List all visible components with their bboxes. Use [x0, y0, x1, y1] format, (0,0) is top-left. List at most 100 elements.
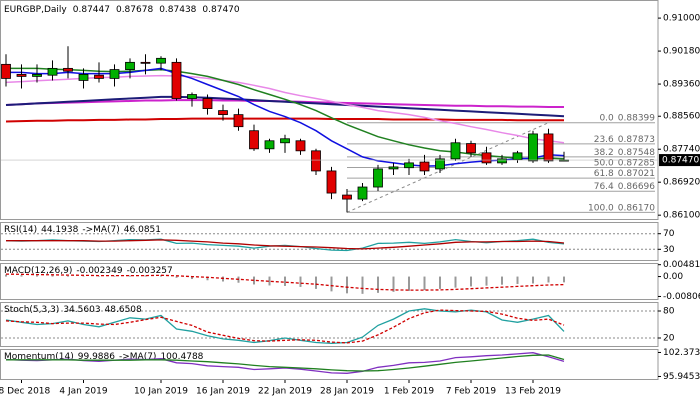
fib-label: 61.8 0.87021	[594, 169, 655, 179]
histogram-bar	[67, 275, 69, 277]
x-tick-label: 4 Jan 2019	[59, 387, 107, 397]
fib-price: 0.86696	[618, 182, 655, 192]
histogram-bar	[36, 275, 38, 277]
candle-body	[512, 152, 523, 161]
fib-price: 0.87873	[618, 134, 655, 144]
last-price-label: 0.87470	[662, 156, 699, 166]
ma-line	[5, 117, 564, 123]
header-value: 0.87447	[73, 5, 110, 15]
fib-price: 0.87285	[618, 158, 655, 168]
legend-name: Momentum(14)	[4, 352, 74, 362]
candle-body	[187, 94, 197, 99]
fib-label: 100.0 0.86170	[588, 203, 655, 213]
fib-label: 76.4 0.86696	[594, 182, 656, 192]
panel-legend: Momentum(14) 99.9886 ->MA(7) 100.4788	[4, 352, 204, 362]
candle-body	[202, 98, 213, 109]
legend-value: -0.002349	[76, 266, 122, 276]
x-tick-label: 1 Feb 2019	[384, 387, 435, 397]
histogram-bar	[392, 276, 395, 292]
candle-body	[94, 74, 104, 79]
histogram-bar	[315, 276, 317, 289]
candle-body	[466, 143, 476, 154]
candle-body	[311, 150, 321, 172]
histogram-bar	[175, 276, 178, 278]
histogram-bar	[408, 276, 410, 291]
candle-body	[78, 74, 89, 81]
fib-ratio: 61.8	[594, 169, 614, 179]
histogram-bar	[144, 275, 147, 277]
histogram-bar	[532, 276, 534, 284]
candle-body	[373, 168, 383, 188]
y-tick-label: 0.00	[663, 272, 683, 282]
x-tick-label: 28 Jan 2019	[320, 387, 374, 397]
panel-frame	[0, 349, 659, 380]
indicator-line	[6, 239, 565, 250]
x-tick-label: 22 Jan 2019	[258, 387, 312, 397]
y-tick-label: 30	[663, 245, 675, 255]
histogram-bar	[346, 276, 348, 294]
legend-value: 34.5603	[63, 305, 100, 315]
indicator-line	[5, 308, 565, 345]
last-price-box	[659, 154, 700, 167]
histogram-bar	[299, 276, 302, 287]
fib-ratio: 76.4	[594, 182, 614, 192]
legend-value: 99.9886	[78, 352, 115, 362]
candle-body	[450, 142, 461, 160]
indicator-line	[5, 352, 565, 374]
ma-line	[5, 74, 565, 144]
candle-body	[1, 63, 11, 79]
histogram-bar	[547, 276, 550, 283]
legend-value: 48.6508	[105, 305, 142, 315]
candle-body	[63, 67, 73, 72]
header-value: 0.87438	[159, 5, 196, 15]
histogram-bar	[284, 276, 286, 286]
candle-body	[543, 133, 554, 162]
legend-value: -0.003257	[127, 266, 173, 276]
fib-price: 0.87021	[618, 169, 655, 179]
histogram-bar	[330, 276, 333, 292]
candle-body	[249, 130, 259, 150]
y-tick-label: 0.86920	[663, 178, 700, 188]
header-value: 0.87678	[116, 5, 153, 15]
histogram-bar	[439, 276, 441, 289]
ma-line	[5, 95, 565, 118]
histogram-bar	[129, 275, 131, 277]
histogram-bar	[82, 276, 85, 277]
y-tick-label: 0.86100	[663, 211, 700, 221]
x-tick-label: 16 Jan 2019	[196, 387, 250, 397]
histogram-bar	[268, 276, 271, 286]
histogram-bar	[98, 276, 100, 277]
candle-body	[326, 170, 337, 194]
legend-name: ->MA(7)	[119, 352, 156, 362]
indicator-line	[5, 309, 565, 344]
candle-body	[264, 140, 275, 150]
panel-legend: Stoch(5,3,3) 34.5603 48.6508	[4, 305, 142, 315]
x-tick-label: 13 Feb 2019	[505, 387, 561, 397]
histogram-bar	[563, 276, 565, 283]
y-tick-label: 0.91000	[663, 14, 700, 24]
y-tick-label: 0.89360	[663, 80, 700, 90]
panel-frame	[0, 0, 659, 220]
legend-name: MACD(12,26,9)	[4, 266, 72, 276]
histogram-bar	[423, 276, 426, 291]
histogram-bar	[191, 276, 193, 280]
y-tick-label: 0.88560	[663, 112, 700, 122]
panel-frame	[0, 222, 659, 261]
candle-body	[497, 158, 507, 164]
candle-body	[109, 69, 120, 79]
legend-value: 46.0851	[124, 225, 161, 235]
y-tick-label: 0.90180	[663, 47, 700, 57]
y-tick-label: 80	[663, 307, 675, 317]
histogram-bar	[5, 274, 7, 277]
candle-body	[280, 138, 290, 144]
x-tick-label: 7 Feb 2019	[446, 387, 497, 397]
candle-body	[528, 133, 538, 162]
candle-body	[125, 61, 135, 70]
candle-body	[342, 194, 352, 200]
histogram-bar	[113, 275, 116, 277]
histogram-bar	[253, 276, 255, 285]
symbol: EURGBP,Daily	[4, 5, 67, 15]
histogram-bar	[377, 276, 379, 293]
y-tick-label: 95.9453	[663, 372, 700, 382]
